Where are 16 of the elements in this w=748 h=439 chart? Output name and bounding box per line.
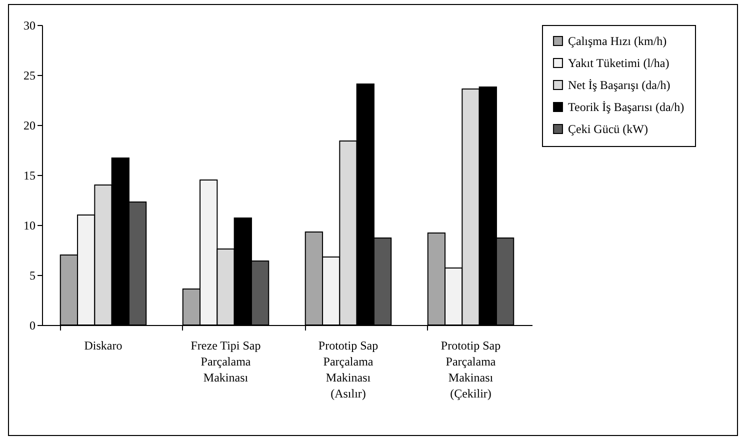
legend-label: Yakıt Tüketimi (l/ha) <box>568 56 670 70</box>
y-tick-label: 5 <box>30 268 36 282</box>
y-tick-label: 30 <box>24 18 36 32</box>
legend-label: Çalışma Hızı (km/h) <box>568 34 667 48</box>
x-tick-label: Prototip Sap Parçalama Makinası (Asılır) <box>318 338 378 400</box>
legend-label: Net İş Başarışı (da/h) <box>568 78 670 92</box>
y-tick-label: 0 <box>30 318 36 332</box>
legend-label: Teorik İş Başarısı (da/h) <box>568 100 684 114</box>
y-tick-label: 10 <box>24 218 36 232</box>
x-tick-label: Prototip Sap Parçalama Makinası (Çekilir) <box>440 338 501 400</box>
y-tick-label: 25 <box>24 68 36 82</box>
y-tick-label: 20 <box>24 118 36 132</box>
legend-label: Çeki Gücü (kW) <box>568 122 648 136</box>
x-tick-label: Freze Tipi Sap Parçalama Makinası <box>190 338 261 384</box>
y-tick-label: 15 <box>24 168 36 182</box>
x-tick-label: Diskaro <box>84 338 122 352</box>
